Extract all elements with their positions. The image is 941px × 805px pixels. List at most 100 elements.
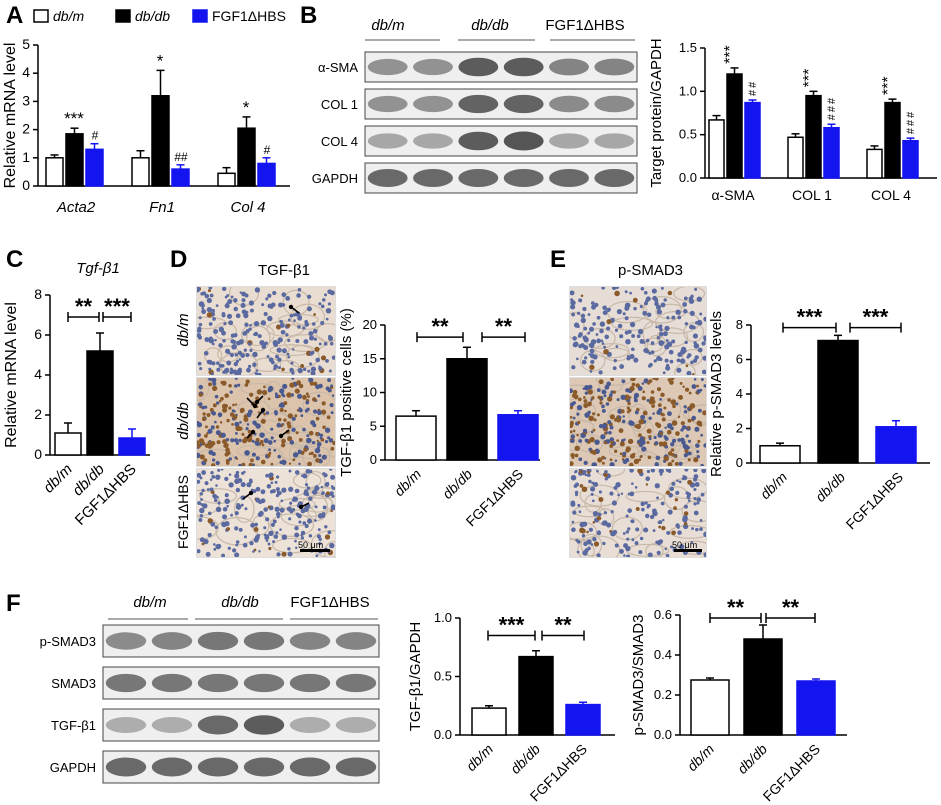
nucleus (270, 436, 274, 440)
nucleus (643, 527, 649, 533)
arrow-head (250, 429, 256, 435)
nucleus (629, 396, 632, 399)
nucleus (296, 293, 301, 298)
nucleus (589, 370, 593, 373)
nucleus (307, 461, 313, 466)
nucleus (570, 430, 573, 434)
nucleus (643, 447, 647, 451)
x-label-b: α-SMA (711, 187, 755, 203)
nucleus (279, 460, 283, 465)
nucleus (642, 310, 648, 316)
blot-f-band (243, 715, 285, 735)
nucleus (256, 389, 263, 395)
nucleus (270, 427, 274, 431)
nucleus (316, 441, 322, 447)
nucleus (214, 420, 217, 424)
nucleus (267, 440, 273, 445)
bar-a-0 (131, 157, 150, 187)
nucleus (248, 300, 255, 306)
chart-c-sig-label: ** (75, 294, 93, 319)
arrow-head (252, 403, 258, 409)
x-label-b: COL 1 (792, 187, 832, 203)
blot-b-row-label: α-SMA (318, 60, 358, 75)
nucleus (634, 486, 638, 489)
scale-bar-d-label: 50 μm (298, 540, 324, 550)
chart-d-tick-label: 15 (363, 351, 377, 366)
nucleus (322, 472, 326, 476)
nucleus (197, 432, 201, 438)
chart-c-y-label: Relative mRNA level (3, 302, 20, 448)
nucleus (292, 458, 296, 462)
nucleus (231, 548, 237, 553)
blot-f-strip (102, 750, 380, 784)
nucleus (575, 538, 579, 542)
nucleus (207, 532, 212, 538)
nucleus (277, 337, 283, 343)
nucleus (331, 494, 335, 498)
nucleus (198, 392, 203, 397)
nucleus (257, 411, 261, 414)
nucleus (676, 367, 682, 373)
nucleus (589, 436, 595, 443)
nucleus (328, 469, 333, 471)
nucleus (243, 414, 248, 419)
nucleus (234, 526, 239, 531)
nucleus (277, 417, 282, 422)
bar-f1-1 (518, 655, 554, 736)
nucleus (281, 487, 287, 493)
nucleus (645, 349, 650, 354)
nucleus (584, 391, 589, 395)
nucleus (617, 493, 620, 497)
nucleus (274, 480, 278, 484)
nucleus (617, 323, 623, 329)
nucleus (693, 474, 699, 479)
nucleus (295, 339, 300, 344)
panel-d-title: TGF-β1 (258, 262, 310, 279)
sig-star-a: * (243, 98, 250, 117)
chart-d-tick-label: 20 (363, 317, 377, 332)
bar-b-1 (726, 73, 743, 179)
nucleus (208, 382, 213, 387)
nucleus (255, 396, 260, 401)
nucleus (696, 497, 702, 502)
blot-b-band (549, 169, 589, 187)
nucleus (248, 327, 252, 331)
nucleus (306, 306, 312, 312)
sig-star-a: * (157, 51, 164, 70)
nucleus (649, 514, 655, 520)
nucleus (685, 364, 689, 368)
nucleus (206, 413, 211, 418)
blot-b-band (503, 57, 544, 77)
bar-e-0 (759, 445, 801, 464)
nucleus (212, 381, 217, 386)
nucleus (301, 474, 304, 478)
nucleus (297, 325, 301, 329)
nucleus (615, 482, 621, 488)
blot-b-band (367, 133, 408, 149)
nucleus (300, 508, 306, 514)
blot-b-band (503, 94, 544, 114)
nucleus (654, 299, 659, 303)
nucleus (590, 301, 595, 305)
bar-e-2 (875, 426, 917, 464)
sig-hash-a: # (264, 143, 271, 157)
nucleus (197, 452, 201, 459)
nucleus (210, 471, 214, 475)
nucleus (249, 348, 253, 353)
blot-f-band (151, 757, 193, 777)
nucleus (622, 451, 627, 456)
nucleus (582, 428, 588, 433)
nucleus (279, 528, 282, 531)
nucleus (695, 443, 700, 448)
nucleus (201, 405, 205, 410)
nucleus (228, 320, 234, 326)
tubule (608, 445, 648, 458)
nucleus (637, 433, 642, 438)
nucleus (624, 302, 631, 309)
nucleus (284, 409, 287, 413)
panel-letter-c: C (6, 246, 24, 273)
nucleus (235, 457, 239, 460)
nucleus (288, 486, 294, 492)
nucleus (570, 474, 577, 481)
